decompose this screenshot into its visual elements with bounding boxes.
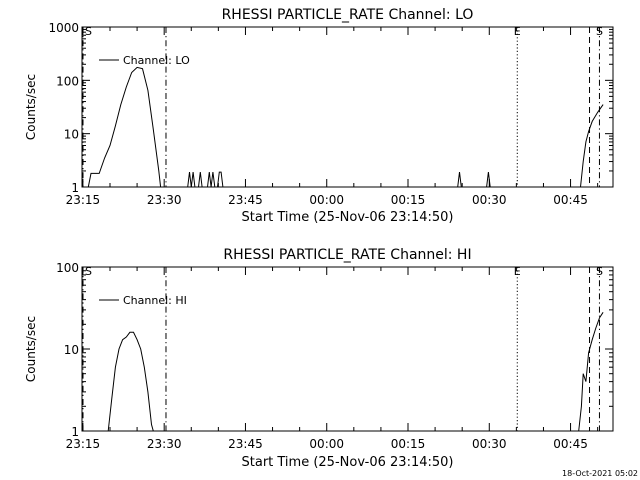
x-tick-label: 00:00	[309, 437, 344, 451]
x-tick-label: 23:45	[228, 437, 263, 451]
event-marker-label: S	[596, 265, 603, 278]
x-tick-label: 00:15	[391, 193, 426, 207]
plot-frame	[81, 26, 614, 188]
x-tick-label: 00:45	[553, 193, 588, 207]
event-marker-label: S	[85, 25, 92, 38]
lo-channel-panel: RHESSI PARTICLE_RATE Channel: LO 1 10 100 10…	[24, 7, 614, 225]
y-axis-label: Counts/sec	[24, 74, 38, 140]
footer-date: 18-Oct-2021 05:02	[562, 469, 638, 478]
x-tick-label: 23:30	[147, 437, 182, 451]
event-marker-label: E	[514, 265, 521, 278]
y-tick-label: 10	[64, 343, 79, 357]
plot-frame	[81, 266, 614, 432]
event-marker-label: S	[596, 25, 603, 38]
y-tick-label: 100	[56, 261, 79, 275]
y-tick-label: 1000	[48, 21, 79, 35]
x-axis-label: Start Time (25-Nov-06 23:14:50)	[242, 455, 454, 470]
hi-channel-panel: RHESSI PARTICLE_RATE Channel: HI 1 10 100 Co…	[24, 247, 614, 470]
y-tick-label: 1	[71, 181, 79, 195]
x-tick-label: 00:15	[391, 437, 426, 451]
chart-title: RHESSI PARTICLE_RATE Channel: HI	[223, 247, 471, 263]
series-line-hi	[107, 312, 604, 432]
y-tick-label: 1	[71, 425, 79, 439]
x-tick-label: 00:30	[472, 193, 507, 207]
x-tick-label: 23:30	[147, 193, 182, 207]
event-marker-label: E	[514, 25, 521, 38]
x-tick-label: 23:45	[228, 193, 263, 207]
chart-title: RHESSI PARTICLE_RATE Channel: LO	[222, 7, 474, 23]
legend-label: Channel: LO	[123, 54, 190, 67]
x-tick-label: 23:15	[66, 437, 101, 451]
x-axis-label: Start Time (25-Nov-06 23:14:50)	[242, 210, 454, 225]
x-tick-label: 00:45	[553, 437, 588, 451]
y-tick-label: 10	[64, 128, 79, 142]
y-axis-label: Counts/sec	[24, 316, 38, 382]
series-line-lo	[82, 66, 604, 188]
x-tick-label: 00:00	[309, 193, 344, 207]
y-tick-label: 100	[56, 74, 79, 88]
x-tick-label: 00:30	[472, 437, 507, 451]
event-marker-label: S	[85, 265, 92, 278]
x-tick-label: 23:15	[66, 193, 101, 207]
legend-label: Channel: HI	[123, 294, 187, 307]
